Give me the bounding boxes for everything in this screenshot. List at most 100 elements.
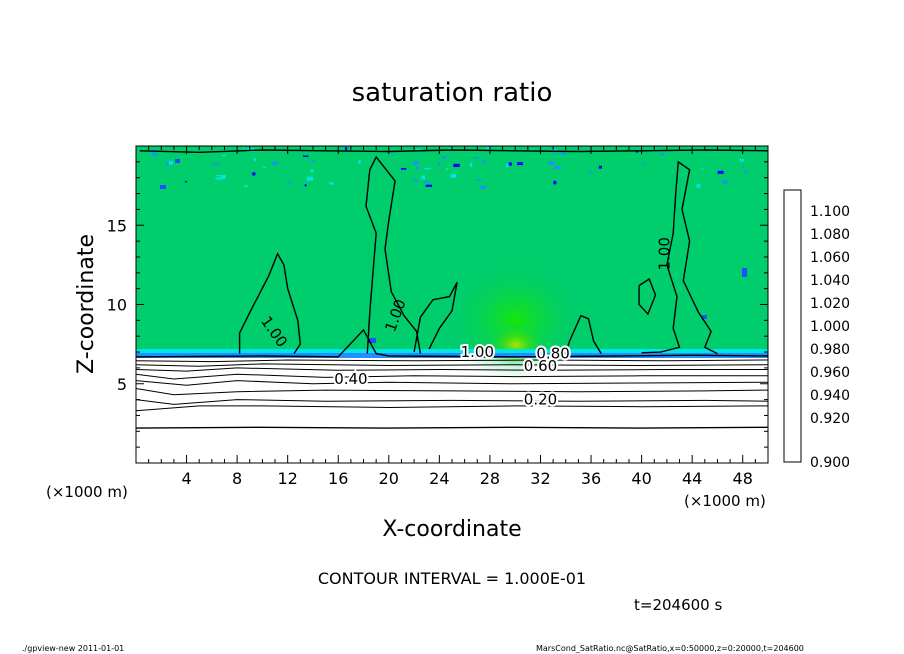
colorbar-label: 0.920	[810, 411, 850, 427]
noise-speck	[743, 170, 748, 173]
contour-line	[136, 380, 768, 386]
colorbar-label: 0.900	[810, 455, 850, 471]
noise-speck	[475, 157, 479, 159]
x-tick-label: 20	[379, 469, 399, 488]
x-tick-label: 36	[581, 469, 601, 488]
x-tick-label: 24	[429, 469, 449, 488]
x-tick-label: 32	[530, 469, 550, 488]
contour-line	[365, 155, 422, 354]
noise-speck	[717, 170, 724, 174]
x-axis-unit-right: (×1000 m)	[684, 492, 766, 510]
noise-speck	[553, 180, 557, 185]
noise-speck	[424, 168, 431, 170]
noise-speck	[506, 163, 509, 168]
cloud-base-band	[136, 352, 768, 358]
x-tick-label: 48	[733, 469, 753, 488]
noise-speck	[421, 175, 425, 180]
noise-speck	[262, 167, 267, 169]
noise-speck	[548, 161, 555, 165]
x-tick-label: 44	[682, 469, 702, 488]
contour-line	[136, 399, 768, 405]
footer-left: ./gpview-new 2011-01-01	[22, 644, 124, 653]
contour-line	[565, 314, 602, 354]
colorbar-label: 0.940	[810, 388, 850, 404]
contour-line	[413, 281, 458, 353]
noise-speck	[401, 168, 407, 170]
noise-speck	[413, 161, 419, 165]
contour-line	[238, 252, 302, 354]
colorbar-label: 1.000	[810, 319, 850, 335]
noise-speck	[253, 158, 256, 161]
noise-speck	[508, 162, 512, 166]
noise-speck	[358, 160, 361, 164]
noise-speck	[721, 180, 728, 184]
contour-line	[638, 278, 657, 316]
noise-speck	[643, 162, 646, 165]
noise-speck	[413, 179, 418, 182]
noise-speck	[302, 155, 309, 157]
contour-line	[641, 160, 718, 355]
contour-label: 1.00	[461, 343, 494, 361]
noise-speck	[530, 149, 535, 151]
time-stamp: t=204600 s	[634, 596, 722, 614]
y-axis-ticks: 5 10 15	[107, 161, 768, 448]
chart-title: saturation ratio	[352, 78, 553, 108]
noise-speck	[438, 162, 441, 166]
noise-speck	[424, 180, 430, 184]
noise-patch	[742, 268, 747, 277]
noise-speck	[215, 177, 222, 180]
noise-speck	[589, 171, 593, 174]
noise-speck	[329, 182, 334, 185]
footer-right: MarsCond_SatRatio.nc@SatRatio,x=0:50000,…	[536, 644, 804, 653]
colorbar: 0.900 0.920 0.940 0.960 0.980 1.000 1.020 1.040…	[783, 189, 850, 471]
noise-speck	[242, 147, 245, 149]
noise-speck	[480, 185, 486, 190]
top-boundary-noise	[151, 147, 748, 343]
noise-speck	[486, 147, 491, 150]
x-axis-label: X-coordinate	[382, 517, 521, 542]
colorbar-label: 1.100	[810, 204, 850, 220]
noise-speck	[243, 185, 248, 188]
x-tick-label: 12	[278, 469, 298, 488]
noise-speck	[212, 163, 220, 166]
noise-speck	[554, 166, 561, 169]
contour-line	[136, 367, 768, 372]
noise-speck	[739, 159, 744, 162]
noise-speck	[184, 181, 188, 183]
colorbar-label: 1.080	[810, 227, 850, 243]
noise-speck	[450, 174, 457, 178]
subsaturated-region	[136, 358, 768, 463]
noise-speck	[168, 160, 173, 165]
noise-speck	[552, 152, 558, 154]
contour-line	[136, 405, 768, 412]
plot-area: 1.00 1.001.001.00 0.800.600.400.20	[136, 146, 768, 463]
noise-speck	[598, 165, 602, 169]
contour-interval-note: CONTOUR INTERVAL = 1.000E-01	[318, 569, 586, 588]
y-tick-label: 5	[117, 375, 127, 394]
noise-speck	[635, 151, 639, 153]
x-tick-label: 40	[631, 469, 651, 488]
contour-label: 0.40	[334, 370, 367, 388]
noise-speck	[416, 166, 419, 170]
noise-speck	[469, 162, 473, 167]
contour-line	[136, 328, 768, 358]
noise-patch	[160, 185, 166, 189]
contour-label: 0.60	[524, 357, 557, 375]
noise-patch	[175, 159, 180, 163]
contour-line	[136, 359, 768, 363]
x-tick-label: 4	[181, 469, 191, 488]
x-tick-label: 8	[232, 469, 242, 488]
noise-speck	[701, 168, 704, 171]
colorbar-label: 0.960	[810, 365, 850, 381]
colorbar-label: 0.980	[810, 342, 850, 358]
noise-speck	[425, 184, 433, 187]
y-tick-label: 10	[107, 296, 127, 315]
contour-line	[136, 388, 768, 396]
noise-speck	[660, 153, 665, 156]
contour-line	[136, 363, 768, 367]
noise-speck	[272, 161, 278, 165]
noise-speck	[252, 172, 256, 176]
contour-lines	[136, 149, 768, 429]
noise-speck	[517, 162, 523, 166]
